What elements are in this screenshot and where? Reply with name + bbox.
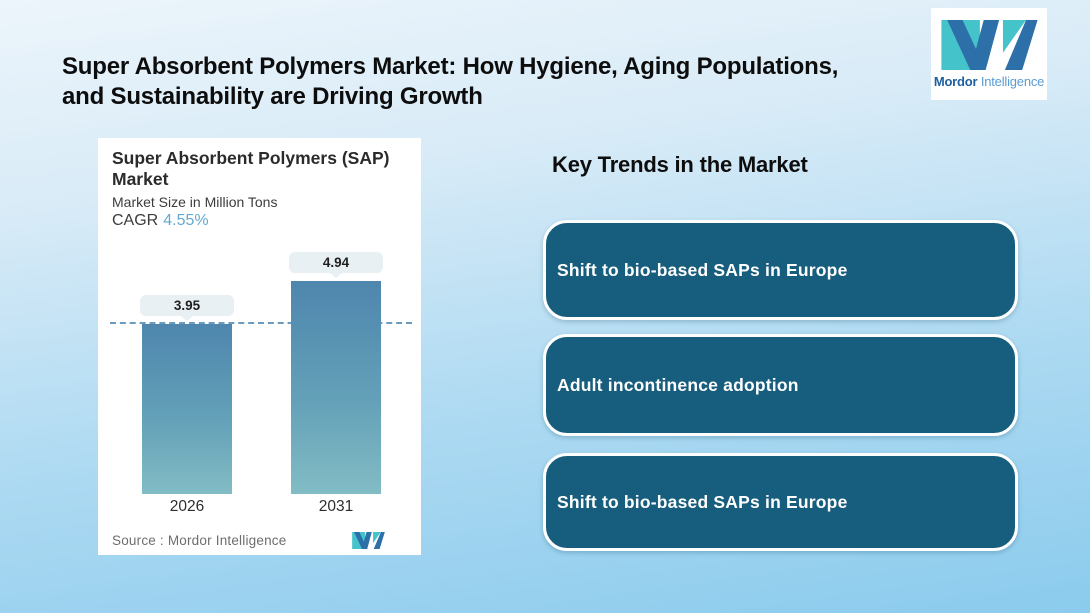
chart-title: Super Absorbent Polymers (SAP) Market: [112, 148, 390, 189]
value-label-2031: 4.94: [289, 252, 383, 273]
x-tick-2026: 2026: [169, 498, 205, 515]
mordor-monogram-icon: [940, 19, 1038, 70]
chart-cagr: CAGR 4.55%: [112, 212, 209, 230]
source-text: Source : Mordor Intelligence: [112, 533, 287, 548]
trend-card-1-label: Shift to bio-based SAPs in Europe: [557, 259, 848, 280]
value-label-2026: 3.95: [140, 295, 234, 316]
bar-2026: [142, 324, 232, 494]
reference-dashed-line: [110, 322, 412, 324]
mordor-logo-text: Mordor Intelligence: [933, 73, 1045, 89]
trend-card-1: Shift to bio-based SAPs in Europe: [543, 220, 1018, 320]
mordor-logo: Mordor Intelligence: [931, 8, 1047, 100]
logo-name-bold: Mordor: [933, 73, 978, 89]
page-title: Super Absorbent Polymers Market: How Hyg…: [62, 52, 838, 112]
cagr-value: 4.55%: [163, 212, 209, 229]
key-trends-heading: Key Trends in the Market: [552, 152, 808, 177]
mordor-mini-logo-icon: [352, 532, 407, 549]
trend-card-3: Shift to bio-based SAPs in Europe: [543, 453, 1018, 551]
cagr-label: CAGR: [112, 212, 159, 229]
page-title-line2: and Sustainability are Driving Growth: [62, 83, 483, 110]
market-chart-card: Super Absorbent Polymers (SAP) Market Ma…: [98, 138, 421, 555]
trend-card-3-label: Shift to bio-based SAPs in Europe: [557, 491, 848, 512]
logo-name-light: Intelligence: [980, 73, 1045, 89]
source-row: Source : Mordor Intelligence: [112, 532, 407, 549]
trend-card-2-label: Adult incontinence adoption: [557, 374, 799, 395]
x-tick-2031: 2031: [318, 498, 354, 515]
page-title-line1: Super Absorbent Polymers Market: How Hyg…: [62, 53, 839, 80]
trend-card-2: Adult incontinence adoption: [543, 334, 1018, 436]
chart-subtitle: Market Size in Million Tons: [112, 194, 278, 210]
bar-2031: [291, 281, 381, 494]
bar-chart: 3.95 4.94 2026 2031: [98, 138, 421, 555]
